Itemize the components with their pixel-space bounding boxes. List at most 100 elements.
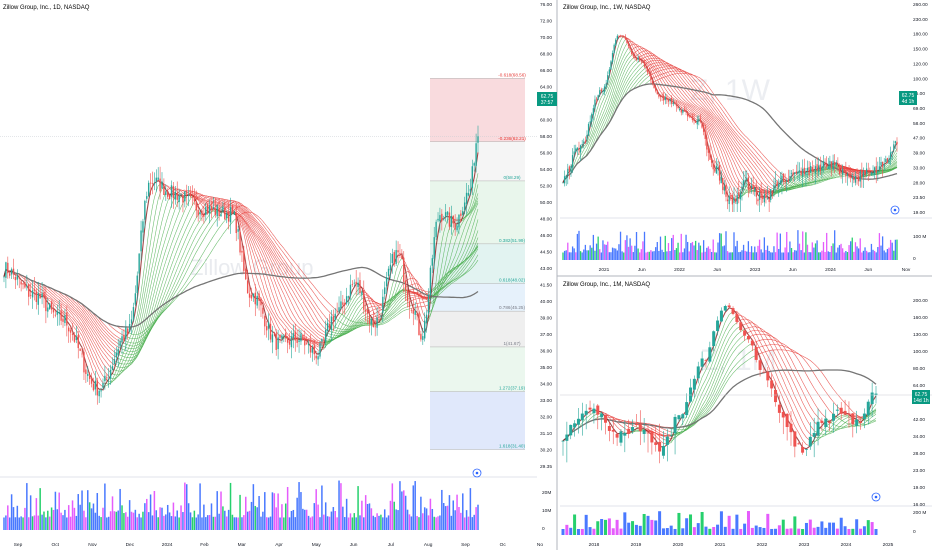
daily-ribbon-segment <box>390 307 393 311</box>
daily-ribbon-segment <box>220 222 224 226</box>
daily-volume-bar <box>18 517 20 530</box>
daily-ribbon-segment <box>435 291 439 294</box>
daily-ribbon-segment <box>264 247 267 252</box>
daily-ribbon-segment <box>279 286 283 291</box>
daily-ribbon-segment <box>222 220 226 224</box>
daily-candle-body <box>384 287 386 295</box>
daily-ribbon-segment <box>197 268 201 272</box>
daily-ribbon-segment <box>266 275 269 282</box>
daily-ribbon-segment <box>430 308 433 312</box>
daily-ribbon-segment <box>321 325 325 328</box>
daily-ribbon-segment <box>344 316 347 321</box>
daily-candle-body <box>189 192 192 197</box>
daily-ribbon-segment <box>439 264 443 276</box>
daily-ribbon-segment <box>121 348 125 351</box>
daily-ribbon-segment <box>68 310 71 314</box>
daily-volume-bar <box>195 517 198 530</box>
daily-ribbon-segment <box>445 277 448 281</box>
daily-ribbon-segment <box>346 332 349 334</box>
daily-ribbon-segment <box>239 206 243 209</box>
daily-ribbon-segment <box>464 252 467 257</box>
daily-ribbon-segment <box>102 343 106 347</box>
daily-ribbon-segment <box>399 305 403 308</box>
daily-ribbon-segment <box>316 343 319 346</box>
daily-ribbon-segment <box>68 318 71 322</box>
daily-ribbon-segment <box>179 188 182 190</box>
daily-volume-bar <box>142 511 144 530</box>
daily-ribbon-segment <box>407 271 410 273</box>
fibonacci-retracement[interactable]: -0.618(68.56)-0.236(62.21)0(58.29)0.382(… <box>0 72 537 450</box>
daily-ribbon-segment <box>243 205 246 208</box>
daily-ribbon-segment <box>451 280 454 282</box>
daily-ribbon-segment <box>114 329 117 332</box>
daily-ribbon-segment <box>167 225 170 232</box>
daily-ribbon-segment <box>209 211 212 215</box>
daily-ribbon-segment <box>283 270 286 274</box>
daily-candle-body <box>203 214 205 217</box>
daily-ribbon-segment <box>91 320 94 324</box>
daily-ribbon-segment <box>236 204 239 206</box>
daily-ribbon-segment <box>350 317 353 322</box>
daily-ribbon-segment <box>321 303 325 307</box>
daily-ribbon-segment <box>116 345 119 348</box>
daily-ribbon-segment <box>281 263 285 267</box>
daily-ribbon-segment <box>359 313 363 316</box>
daily-chart-panel[interactable]: Zillow Group, Inc., 1D, NASDAQ Zillow Gr… <box>0 2 557 548</box>
daily-ribbon-segment <box>289 285 292 289</box>
daily-ribbon-segment <box>275 322 279 327</box>
daily-ribbon-segment <box>218 200 222 203</box>
daily-ribbon-segment <box>268 302 271 308</box>
daily-ribbon-segment <box>268 241 271 246</box>
daily-ribbon-segment <box>302 334 305 337</box>
daily-ribbon-segment <box>333 329 336 331</box>
daily-ribbon-segment <box>266 305 269 309</box>
daily-ribbon-segment <box>72 321 75 324</box>
daily-ribbon-segment <box>127 365 130 367</box>
daily-ribbon-segment <box>473 182 477 192</box>
daily-ribbon-segment <box>91 341 94 346</box>
daily-ribbon-segment <box>316 345 319 348</box>
daily-ribbon-segment <box>190 191 193 193</box>
daily-ribbon-segment <box>144 322 148 331</box>
daily-ribbon-segment <box>312 343 315 346</box>
daily-volume-bar <box>27 517 30 530</box>
daily-ribbon-segment <box>392 305 395 309</box>
daily-ribbon-segment <box>161 308 165 312</box>
daily-ribbon-segment <box>108 346 111 350</box>
daily-ribbon-segment <box>279 318 283 322</box>
daily-ribbon-segment <box>295 278 298 283</box>
daily-ribbon-segment <box>76 303 79 306</box>
daily-ribbon-segment <box>194 191 197 194</box>
daily-ribbon-segment <box>390 318 393 321</box>
daily-ribbon-segment <box>386 312 389 315</box>
daily-ribbon-segment <box>215 242 218 246</box>
daily-ribbon-segment <box>180 286 184 290</box>
daily-ribbon-segment <box>264 230 267 234</box>
daily-ribbon-segment <box>93 372 96 377</box>
daily-ribbon-segment <box>340 313 344 316</box>
daily-ribbon-segment <box>277 257 281 262</box>
daily-candle-body <box>56 311 59 315</box>
daily-ribbon-segment <box>83 331 87 336</box>
daily-volume-bar <box>191 517 194 530</box>
daily-ribbon-segment <box>157 312 161 317</box>
daily-ribbon-segment <box>277 308 281 314</box>
daily-ribbon-segment <box>472 241 475 247</box>
daily-ribbon-segment <box>245 209 248 213</box>
daily-ribbon-segment <box>451 276 454 280</box>
daily-ribbon-segment <box>57 298 60 301</box>
daily-ribbon-segment <box>253 216 256 220</box>
daily-ribbon-segment <box>203 227 207 232</box>
daily-ribbon-segment <box>207 214 210 218</box>
daily-ribbon-segment <box>45 290 48 293</box>
daily-ribbon-segment <box>325 342 328 345</box>
daily-candle-body <box>168 194 171 200</box>
daily-ribbon-segment <box>293 306 296 311</box>
daily-ribbon-segment <box>255 214 258 216</box>
daily-ribbon-segment <box>79 310 83 314</box>
daily-volume-bar <box>227 509 230 530</box>
daily-ribbon-segment <box>312 341 315 345</box>
daily-ribbon-segment <box>102 323 106 326</box>
daily-ribbon-segment <box>317 320 321 324</box>
daily-ribbon-segment <box>89 333 92 338</box>
